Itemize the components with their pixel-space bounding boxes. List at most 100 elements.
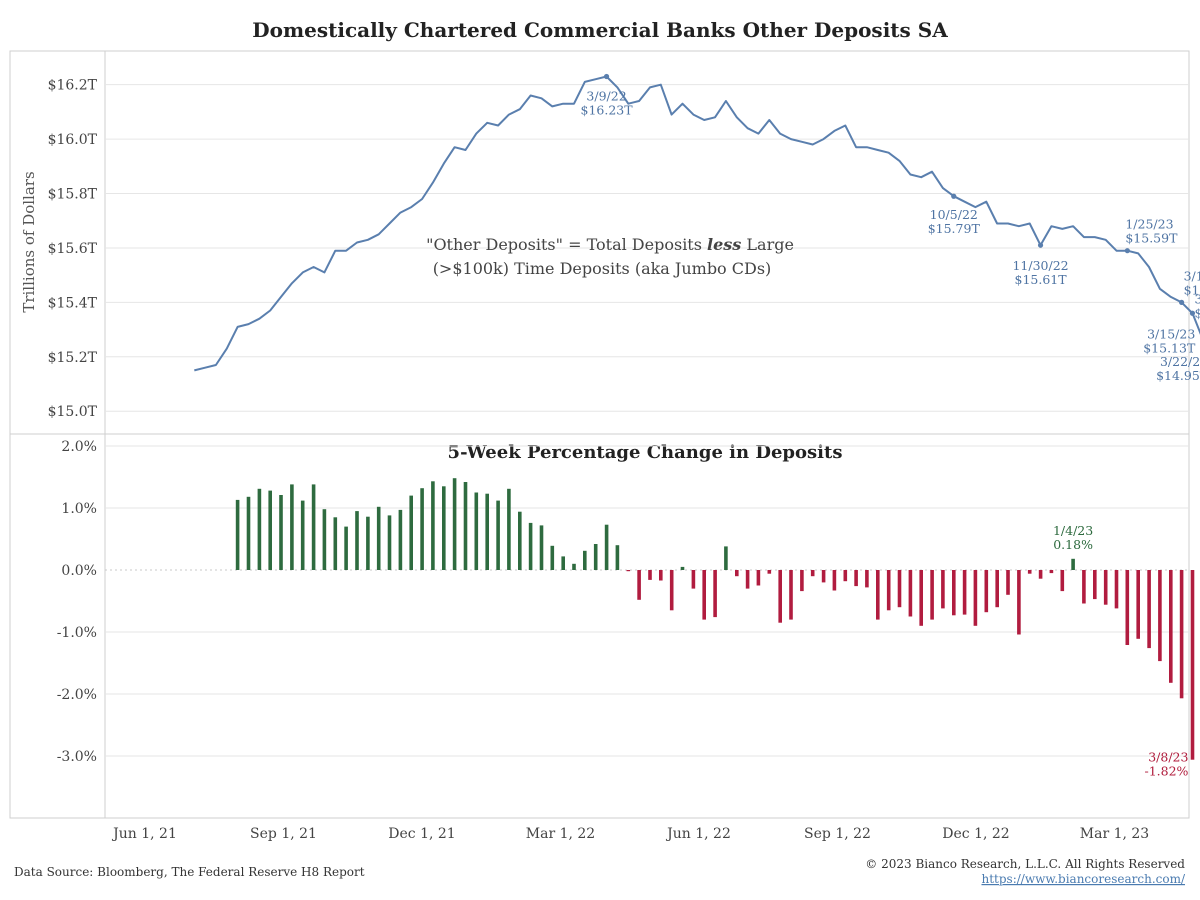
line-annotation-marker — [1037, 242, 1044, 248]
percent-change-bar — [311, 484, 316, 570]
line-annotation-marker — [951, 193, 957, 199]
percent-change-bar — [1114, 570, 1119, 609]
percent-change-bar — [1060, 570, 1065, 592]
percent-change-bar — [995, 570, 999, 608]
percent-change-bar — [268, 490, 272, 570]
bar-chart-title: 5-Week Percentage Change in Deposits — [448, 442, 843, 463]
percent-change-bar — [322, 509, 327, 570]
line-annotation-marker — [1189, 310, 1196, 316]
line-annotation-value: $15.79T — [928, 221, 981, 236]
bar-annotation-value: 0.18% — [1053, 537, 1093, 552]
percent-change-bar — [1190, 570, 1195, 760]
percent-change-bar — [290, 484, 294, 570]
percent-change-bar — [1038, 570, 1043, 579]
top-y-tick-label: $16.2T — [48, 78, 98, 94]
x-tick-label: Dec 1, 21 — [388, 826, 455, 842]
percent-change-bar — [420, 488, 424, 570]
bar-annotation-value: -1.82% — [1145, 764, 1189, 779]
definition-note: "Other Deposits" = Total Deposits less L… — [426, 235, 794, 254]
line-annotation-marker — [1124, 248, 1130, 254]
percent-change-bar — [387, 515, 392, 570]
percent-change-bar — [713, 570, 717, 618]
chart-title: Domestically Chartered Commercial Banks … — [252, 18, 948, 42]
top-y-tick-label: $16.0T — [48, 132, 98, 148]
bottom-gridlines — [105, 445, 1189, 757]
percent-change-bar — [246, 496, 251, 570]
percent-change-bar — [528, 522, 533, 570]
percent-change-bar — [463, 482, 468, 570]
percent-change-bar — [952, 570, 956, 616]
percent-change-bar — [767, 570, 772, 574]
percent-change-bars — [235, 478, 1195, 760]
percent-change-bar — [615, 545, 620, 570]
bottom-y-tick-label: -3.0% — [57, 749, 97, 765]
bottom-y-tick-labels: 2.0% 1.0% 0.0% -1.0% -2.0% -3.0% — [57, 439, 97, 765]
percent-change-bar — [1125, 570, 1130, 645]
percent-change-bar — [572, 563, 576, 570]
top-gridlines — [105, 84, 1189, 412]
x-tick-label: Dec 1, 22 — [942, 826, 1009, 842]
line-annotation-date: 10/5/22 — [930, 207, 978, 222]
top-y-tick-label: $15.4T — [48, 295, 98, 311]
line-annotation-date: 11/30/22 — [1012, 258, 1068, 273]
percent-change-bar — [1017, 570, 1021, 635]
bottom-y-tick-label: 2.0% — [61, 439, 97, 455]
top-y-tick-label: $15.8T — [48, 187, 98, 203]
percent-change-bar — [539, 525, 544, 570]
percent-change-bar — [257, 488, 262, 570]
copyright: © 2023 Bianco Research, L.L.C. All Right… — [865, 857, 1185, 871]
percent-change-bar — [648, 570, 652, 580]
percent-change-bar — [474, 492, 479, 570]
percent-change-bar — [865, 570, 869, 588]
line-annotation-value: $15.13T — [1143, 340, 1196, 355]
percent-change-bar — [1147, 570, 1151, 649]
percent-change-bar — [1049, 570, 1054, 574]
data-source: Data Source: Bloomberg, The Federal Rese… — [14, 865, 365, 879]
top-y-tick-labels: $16.2T $16.0T $15.8T $15.6T $15.4T $15.2T $15.… — [48, 78, 98, 421]
percent-change-bar — [821, 570, 826, 583]
line-annotation-value: $15.59T — [1125, 231, 1178, 246]
percent-change-bar — [1179, 570, 1184, 699]
percent-change-bar — [691, 570, 696, 589]
website-link[interactable]: https://www.biancoresearch.com/ — [981, 872, 1185, 886]
bottom-y-tick-label: -2.0% — [57, 687, 97, 703]
percent-change-bar — [235, 499, 240, 570]
x-tick-label: Jun 1, 22 — [665, 826, 731, 842]
line-annotation-date: 3/15/23 — [1147, 326, 1195, 341]
percent-change-bar — [1158, 570, 1162, 662]
percent-change-bar — [832, 570, 837, 591]
percent-change-bar — [886, 570, 891, 611]
percent-change-bar — [659, 570, 663, 581]
line-annotation-marker — [1179, 299, 1185, 305]
percent-change-bar — [583, 550, 587, 570]
percent-change-bar — [745, 570, 750, 589]
percent-change-bar — [442, 486, 446, 570]
top-y-tick-label: $15.2T — [48, 350, 98, 366]
line-annotation-date: 3/22/23 — [1160, 354, 1200, 369]
bottom-y-tick-label: 1.0% — [61, 501, 97, 517]
percent-change-bar — [1093, 570, 1097, 600]
percent-change-bar — [984, 570, 989, 613]
line-annotation-value: $15.26T — [1194, 305, 1200, 320]
line-annotation-value: $16.23T — [581, 102, 634, 117]
line-annotations: 3/9/22$16.23T 10/5/22$15.79T 11/30/22$15.6… — [581, 73, 1200, 383]
percent-change-bar — [876, 570, 880, 620]
percent-change-bar — [778, 570, 782, 623]
percent-change-bar — [279, 495, 283, 570]
percent-change-bar — [789, 570, 793, 620]
percent-change-bar — [810, 570, 815, 577]
bar-annotation-date: 1/4/23 — [1053, 523, 1093, 538]
percent-change-bar — [919, 570, 923, 626]
percent-change-bar — [409, 495, 413, 570]
percent-change-bar — [376, 506, 381, 570]
percent-change-bar — [344, 526, 348, 570]
percent-change-bar — [702, 570, 706, 620]
top-y-tick-label: $15.0T — [48, 404, 98, 420]
percent-change-bar — [941, 570, 945, 609]
percent-change-bar — [756, 570, 761, 586]
percent-change-bar — [930, 570, 934, 620]
line-annotation-value: $14.95T — [1156, 368, 1200, 383]
percent-change-bar — [431, 481, 435, 570]
percent-change-bar — [1136, 570, 1140, 639]
